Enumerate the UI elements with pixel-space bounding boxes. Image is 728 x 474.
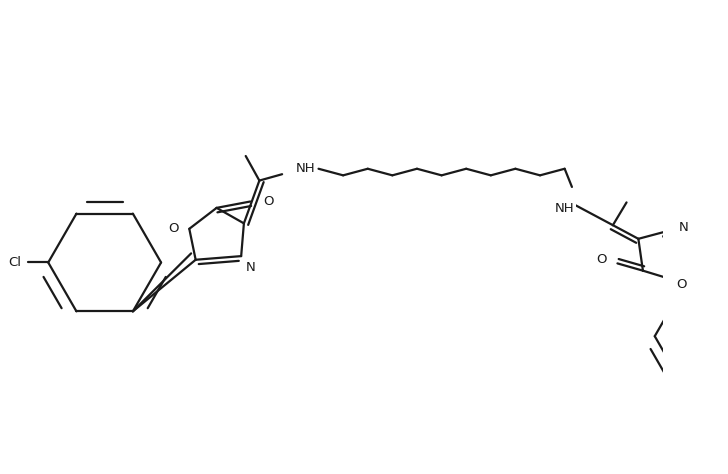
Text: NH: NH xyxy=(555,201,574,215)
Text: O: O xyxy=(168,222,178,235)
Text: O: O xyxy=(676,278,687,291)
Text: O: O xyxy=(263,195,274,208)
Text: N: N xyxy=(678,221,688,235)
Text: O: O xyxy=(596,253,606,266)
Text: N: N xyxy=(246,261,256,273)
Text: NH: NH xyxy=(296,162,315,175)
Text: Cl: Cl xyxy=(8,256,21,269)
